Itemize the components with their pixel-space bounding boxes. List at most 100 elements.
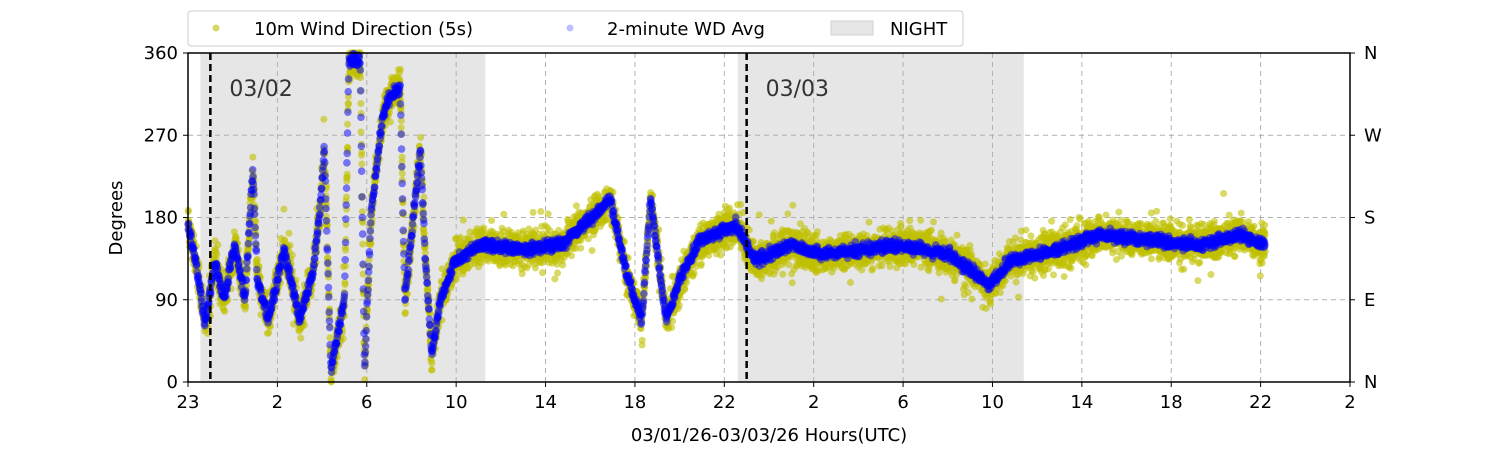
wd5s-point — [341, 262, 349, 270]
wd5s-point — [420, 193, 428, 201]
wd5s-point — [344, 144, 352, 152]
wd5s-point — [996, 288, 1004, 296]
wd5s-point — [846, 278, 854, 286]
wd5s-point — [357, 100, 365, 108]
wd5s-point — [886, 263, 894, 271]
wd5s-point — [214, 241, 222, 249]
night-shading — [200, 53, 1024, 382]
wd5s-point — [424, 286, 432, 294]
wd5s-point — [779, 270, 787, 278]
wd5s-point — [697, 260, 705, 268]
wd5s-point — [326, 334, 334, 342]
wd5s-point — [910, 260, 918, 268]
wd5s-point — [397, 117, 405, 125]
wd5s-point — [572, 202, 580, 210]
wd5s-point — [539, 269, 547, 277]
wd5s-point — [420, 230, 428, 238]
wd5s-point — [401, 308, 409, 316]
wd5s-point — [917, 216, 925, 224]
wd5s-point — [396, 66, 404, 74]
wd5s-point — [964, 289, 972, 297]
wd5s-point — [358, 160, 366, 168]
wd5s-point — [929, 218, 937, 226]
wd5s-point — [588, 247, 596, 255]
wd5s-point — [1012, 278, 1020, 286]
wd5s-point — [249, 153, 257, 161]
wd5s-point — [981, 260, 989, 268]
wd5s-point — [280, 205, 288, 213]
wd5s-point — [865, 218, 873, 226]
wd5s-point — [341, 281, 349, 289]
wd5s-point — [500, 210, 508, 218]
wd5s-point — [358, 208, 366, 216]
wd5s-point — [568, 252, 576, 260]
wd5s-point — [968, 295, 976, 303]
wd5s-point — [813, 228, 821, 236]
wd5s-point — [737, 200, 745, 208]
wd5s-point — [638, 336, 646, 344]
wd5s-point — [221, 307, 229, 315]
wd5s-point — [551, 275, 559, 283]
wd5s-point — [785, 261, 793, 269]
wd5s-point — [668, 324, 676, 332]
wd5s-point — [681, 284, 689, 292]
wd5s-point — [1015, 293, 1023, 301]
wd5s-point — [784, 210, 792, 218]
wd5s-point — [342, 220, 350, 228]
wd5s-point — [343, 170, 351, 178]
wd5s-point — [544, 210, 552, 218]
wd5s-point — [869, 265, 877, 273]
wd5s-point — [253, 255, 261, 263]
wd5s-point — [286, 241, 294, 249]
wd5s-point — [397, 124, 405, 132]
wd5s-point — [421, 249, 429, 257]
wd5s-point — [577, 244, 585, 252]
wd5s-point — [961, 283, 969, 291]
wd5s-point — [344, 100, 352, 108]
wd5s-point — [675, 301, 683, 309]
wd5s-point — [358, 148, 366, 156]
wd5s-point — [242, 302, 250, 310]
wd5s-point — [342, 246, 350, 254]
wd5s-point — [252, 217, 260, 225]
wd5s-point — [386, 118, 394, 126]
wd5s-point — [320, 115, 328, 123]
wd5s-point — [897, 223, 905, 231]
wd5s-point — [690, 269, 698, 277]
wd5s-point — [459, 216, 467, 224]
wd5s-point — [717, 251, 725, 259]
wd5s-point — [359, 240, 367, 248]
wd5s-point — [927, 226, 935, 234]
wd5s-point — [324, 254, 332, 262]
wd5s-point — [357, 128, 365, 136]
wd5s-point — [937, 295, 945, 303]
wd5s-point — [953, 231, 961, 239]
wd5s-point — [339, 335, 347, 343]
wd5s-point — [342, 193, 350, 201]
wd5s-point — [518, 270, 526, 278]
wd5s-point — [767, 217, 775, 225]
wd5s-point — [428, 359, 436, 367]
wd5s-point — [356, 74, 364, 82]
wd5s-point — [265, 329, 273, 337]
wd5s-point — [789, 201, 797, 209]
wd5s-point — [244, 246, 252, 254]
wd5s-point — [755, 211, 763, 219]
wd5s-point — [537, 208, 545, 216]
wd5s-point — [213, 250, 221, 258]
wd5s-point — [559, 261, 567, 269]
wd5s-point — [488, 217, 496, 225]
wd5s-point — [554, 269, 562, 277]
wd5s-point — [987, 300, 995, 308]
wd5s-point — [297, 334, 305, 342]
wd5s-point — [398, 169, 406, 177]
wd5s-point — [417, 133, 425, 141]
wd5s-point — [529, 208, 537, 216]
wd5s-point — [359, 270, 367, 278]
wd5s-point — [285, 229, 293, 237]
wd5s-point — [288, 251, 296, 259]
wd5s-point — [232, 234, 240, 242]
wd5s-point — [906, 217, 914, 225]
wd5s-point — [344, 120, 352, 128]
